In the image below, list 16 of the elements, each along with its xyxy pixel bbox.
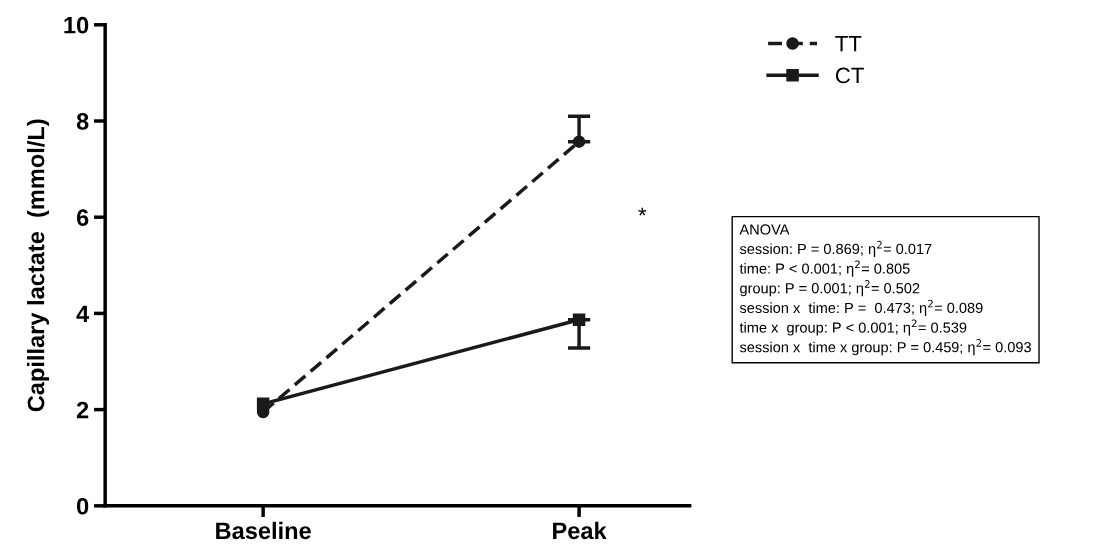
legend-label: CT <box>835 67 864 84</box>
annotation: * <box>638 207 647 216</box>
y-tick-label: 8 <box>76 113 89 130</box>
point <box>572 135 586 148</box>
legend-label: TT <box>835 35 862 52</box>
y-tick-label: 4 <box>76 305 90 322</box>
text: ANOVA session: P = 0.869; η$^{2}$= 0.017 time: P < 0.001; η$^{2}$= 0.805 group: P = 0.001; η$^{2}$= 0.502 session x time: P = 0.473; η$^{2}$= 0.089 time x group: P < 0.001; η$^{2}$= 0.539 session x time x group: P = 0.459; η$^{2}$= 0.093 <box>739 224 1031 356</box>
x-tick-label: Peak <box>553 521 607 540</box>
point <box>572 313 586 326</box>
y-tick-label: 6 <box>76 209 89 226</box>
y-tick-label: 0 <box>77 497 89 515</box>
y-tick-label: 10 <box>64 16 89 34</box>
y-axis-title: Capillary lactate (mmol/L) <box>27 119 50 412</box>
y-tick-label: 2 <box>76 401 89 419</box>
x-tick-label: Baseline <box>216 521 311 540</box>
point <box>256 397 270 411</box>
